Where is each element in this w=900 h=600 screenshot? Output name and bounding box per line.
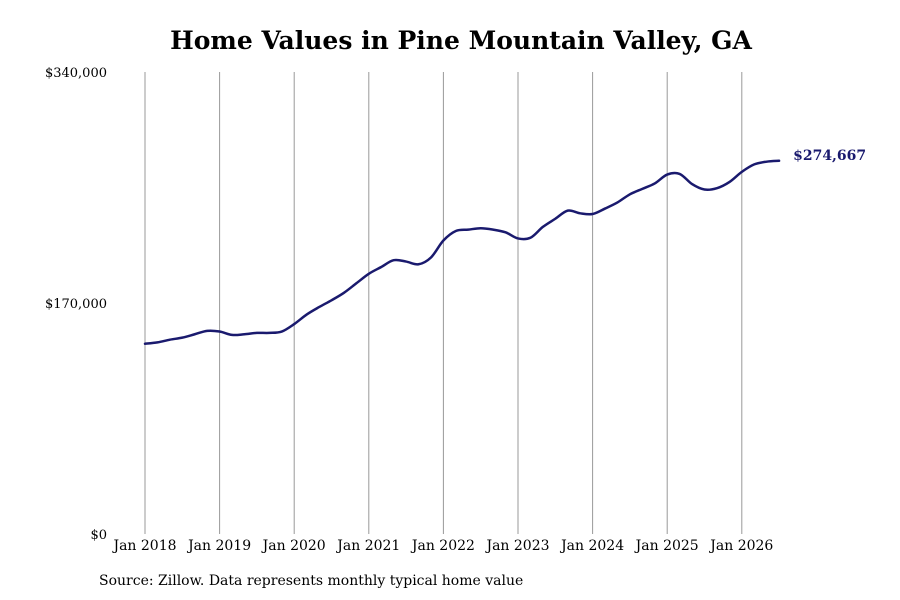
x-tick-label: Jan 2022	[410, 538, 475, 554]
x-tick-label: Jan 2021	[335, 538, 400, 554]
grid-lines	[144, 72, 743, 534]
x-tick-label: Jan 2025	[634, 538, 699, 554]
x-tick-label: Jan 2018	[111, 538, 176, 554]
y-tick-label: $0	[90, 528, 107, 543]
x-tick-label: Jan 2020	[261, 538, 326, 554]
end-labels: $274,667	[793, 148, 866, 164]
y-axis-ticks: $0 $170,000 $340,000	[45, 66, 107, 543]
x-tick-label: Jan 2026	[708, 538, 773, 554]
series-lines	[143, 159, 781, 346]
end-value-label: $274,667	[793, 148, 866, 164]
source-note: Source: Zillow. Data represents monthly …	[99, 573, 524, 589]
x-tick-label: Jan 2024	[559, 538, 624, 554]
x-axis-ticks: Jan 2018 Jan 2019 Jan 2020 Jan 2021 Jan 2022…	[111, 538, 773, 554]
y-tick-label: $340,000	[45, 66, 107, 81]
x-tick-label: Jan 2019	[186, 538, 251, 554]
x-tick-label: Jan 2023	[484, 538, 549, 554]
y-tick-label: $170,000	[45, 297, 107, 312]
series-line	[143, 159, 781, 346]
chart-title: Home Values in Pine Mountain Valley, GA	[170, 26, 752, 55]
